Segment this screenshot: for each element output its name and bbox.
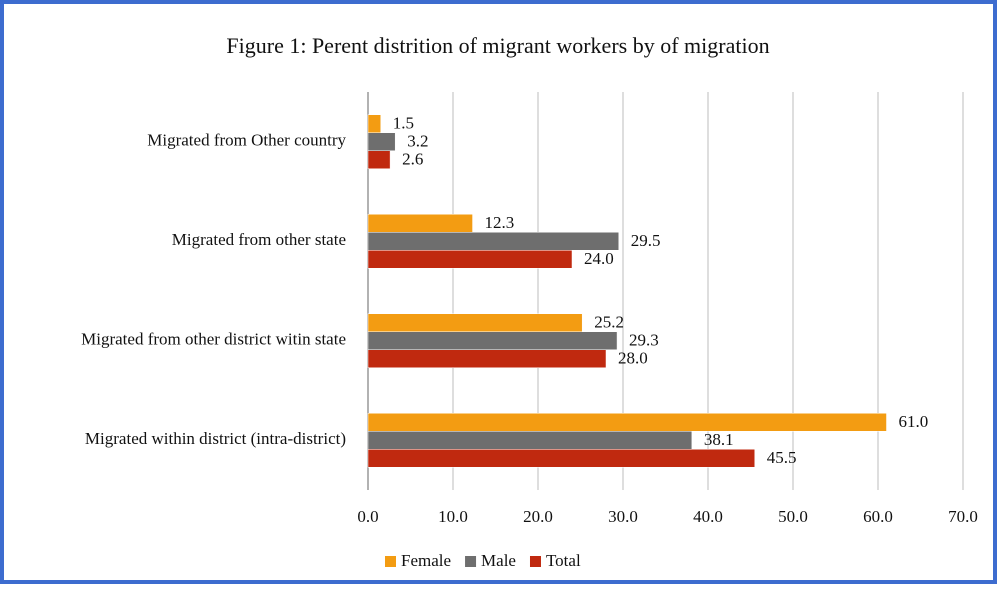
value-label: 28.0: [618, 349, 648, 368]
x-tick-label: 60.0: [863, 507, 893, 526]
value-label: 3.2: [407, 132, 428, 151]
x-tick-label: 40.0: [693, 507, 723, 526]
chart-title: Figure 1: Perent distrition of migrant w…: [226, 33, 769, 58]
bar: [367, 132, 396, 151]
y-tick-label: Migrated within district (intra-district…: [85, 429, 346, 448]
bar: [367, 313, 583, 332]
legend-label: Male: [481, 551, 516, 570]
bar: [367, 413, 887, 432]
value-label: 24.0: [584, 249, 614, 268]
x-tick-label: 0.0: [357, 507, 378, 526]
y-tick-label: Migrated from other district witin state: [81, 330, 346, 349]
x-tick-label: 50.0: [778, 507, 808, 526]
y-tick-label: Migrated from Other country: [147, 131, 346, 150]
x-tick-label: 10.0: [438, 507, 468, 526]
bar: [367, 250, 573, 269]
value-label: 1.5: [393, 114, 414, 133]
bar: [367, 114, 381, 133]
y-tick-label: Migrated from other state: [172, 230, 346, 249]
value-label: 29.3: [629, 331, 659, 350]
x-tick-label: 30.0: [608, 507, 638, 526]
legend-swatch: [529, 556, 541, 567]
bar: [367, 449, 755, 468]
value-label: 38.1: [704, 430, 734, 449]
value-label: 61.0: [899, 412, 929, 431]
legend-label: Total: [546, 551, 581, 570]
bar: [367, 331, 618, 350]
value-label: 45.5: [767, 448, 797, 467]
value-label: 25.2: [594, 313, 624, 332]
bar: [367, 150, 391, 169]
bar: [367, 214, 473, 233]
x-tick-label: 70.0: [948, 507, 978, 526]
legend-swatch: [465, 556, 477, 567]
value-label: 29.5: [631, 231, 661, 250]
bar: [367, 232, 619, 251]
legend-label: Female: [401, 551, 451, 570]
bar: [367, 431, 693, 450]
legend-swatch: [385, 556, 396, 567]
value-label: 12.3: [485, 213, 515, 232]
bar: [367, 349, 607, 368]
x-tick-label: 20.0: [523, 507, 553, 526]
value-label: 2.6: [402, 150, 423, 169]
